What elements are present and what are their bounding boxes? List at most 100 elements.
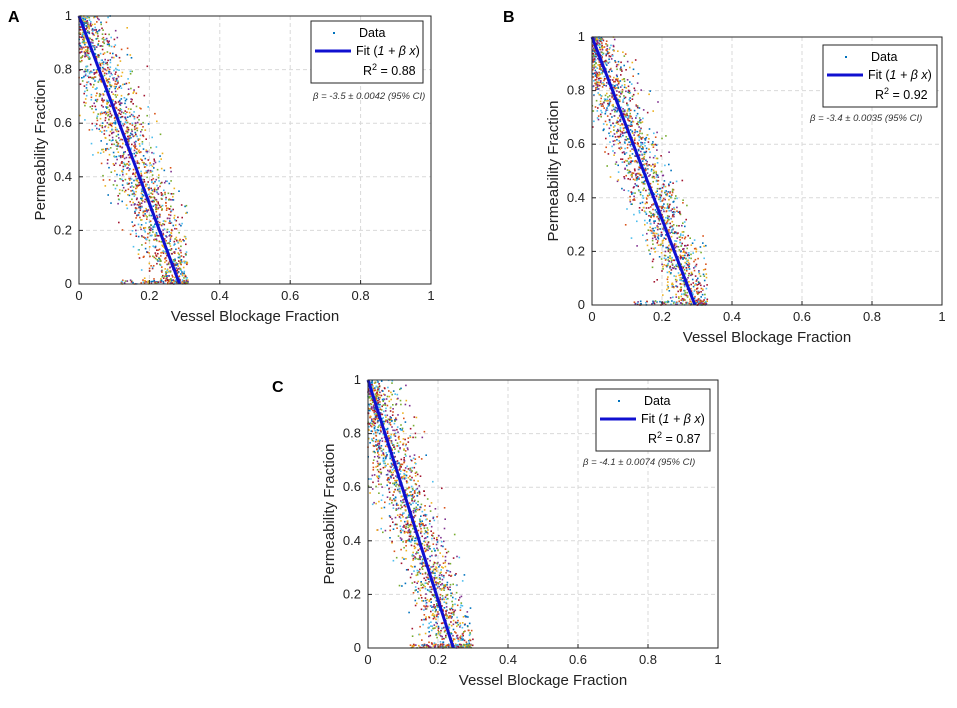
data-point bbox=[396, 398, 398, 400]
data-point bbox=[394, 479, 396, 482]
data-point bbox=[637, 149, 640, 152]
data-point bbox=[371, 488, 374, 490]
data-point bbox=[136, 129, 139, 132]
data-point bbox=[82, 46, 84, 49]
data-point bbox=[166, 277, 168, 279]
data-point bbox=[158, 256, 160, 259]
data-point bbox=[130, 113, 133, 116]
data-point bbox=[613, 115, 616, 117]
data-point bbox=[160, 192, 163, 194]
data-point bbox=[619, 86, 622, 88]
data-point bbox=[603, 128, 605, 130]
beta-annotation: β = -3.4 ± 0.0035 (95% CI) bbox=[809, 113, 922, 124]
data-point bbox=[595, 81, 598, 83]
data-point bbox=[615, 107, 618, 109]
data-point bbox=[170, 170, 172, 173]
data-point bbox=[669, 192, 671, 194]
data-point bbox=[619, 80, 622, 82]
data-point bbox=[441, 587, 444, 590]
data-point bbox=[609, 113, 612, 115]
data-point bbox=[385, 456, 387, 458]
data-point bbox=[697, 257, 699, 260]
data-point bbox=[412, 555, 415, 557]
data-point bbox=[395, 418, 398, 421]
data-point bbox=[608, 61, 611, 63]
data-point bbox=[109, 147, 112, 149]
data-point bbox=[607, 52, 610, 54]
data-point bbox=[126, 47, 129, 50]
data-point bbox=[630, 121, 633, 123]
data-point bbox=[662, 185, 665, 188]
data-point bbox=[414, 475, 417, 477]
data-point bbox=[143, 227, 146, 229]
data-point bbox=[635, 117, 637, 119]
data-point bbox=[104, 90, 106, 93]
data-point bbox=[455, 632, 457, 634]
data-point bbox=[369, 442, 371, 444]
data-point bbox=[608, 95, 611, 97]
data-point bbox=[668, 260, 670, 262]
data-point bbox=[107, 101, 109, 104]
data-point bbox=[631, 117, 633, 120]
data-point bbox=[414, 510, 416, 513]
data-point bbox=[170, 235, 173, 237]
legend-r2-value: = 0.88 bbox=[377, 64, 416, 78]
data-point bbox=[636, 179, 638, 182]
data-point bbox=[381, 494, 384, 497]
legend-fit-formula: 1 + β x bbox=[378, 44, 417, 58]
data-point bbox=[683, 248, 685, 250]
data-point bbox=[435, 609, 437, 612]
data-point bbox=[83, 41, 85, 44]
data-point bbox=[594, 59, 597, 61]
data-point bbox=[697, 293, 699, 295]
data-point bbox=[162, 277, 165, 279]
data-point bbox=[102, 148, 105, 151]
data-point bbox=[658, 256, 661, 258]
data-point bbox=[131, 189, 134, 192]
data-point bbox=[120, 281, 123, 284]
data-point bbox=[398, 438, 400, 440]
data-point bbox=[611, 70, 613, 72]
data-point bbox=[660, 170, 663, 173]
data-point bbox=[100, 45, 103, 47]
data-point bbox=[644, 138, 646, 140]
data-point bbox=[185, 243, 187, 246]
data-point bbox=[437, 627, 440, 630]
data-point bbox=[606, 107, 608, 109]
data-point bbox=[651, 303, 653, 305]
data-point bbox=[648, 164, 651, 166]
data-point bbox=[389, 498, 391, 501]
data-point bbox=[597, 118, 600, 121]
data-point bbox=[641, 121, 644, 123]
data-point bbox=[414, 546, 417, 549]
data-point bbox=[125, 204, 128, 206]
data-point bbox=[101, 38, 104, 40]
data-point bbox=[601, 46, 603, 48]
data-point bbox=[160, 167, 163, 170]
data-point bbox=[652, 301, 655, 303]
data-point bbox=[438, 585, 440, 588]
data-point bbox=[645, 189, 647, 192]
data-point bbox=[376, 429, 379, 431]
data-point bbox=[376, 460, 379, 463]
data-point bbox=[668, 184, 670, 187]
data-point bbox=[95, 108, 97, 111]
data-point bbox=[388, 439, 391, 442]
data-point bbox=[104, 125, 107, 127]
data-point bbox=[115, 71, 117, 73]
data-point bbox=[411, 466, 414, 469]
data-point bbox=[678, 266, 680, 269]
data-point bbox=[634, 173, 637, 175]
data-point bbox=[371, 439, 374, 442]
data-point bbox=[609, 68, 612, 71]
data-point bbox=[87, 75, 89, 77]
data-point bbox=[673, 232, 676, 235]
data-point bbox=[112, 52, 114, 55]
data-point bbox=[84, 18, 86, 21]
data-point bbox=[148, 246, 151, 248]
data-point bbox=[184, 236, 187, 238]
data-point bbox=[428, 545, 431, 547]
data-point bbox=[84, 70, 86, 73]
data-point bbox=[627, 157, 630, 160]
data-point bbox=[180, 259, 183, 261]
